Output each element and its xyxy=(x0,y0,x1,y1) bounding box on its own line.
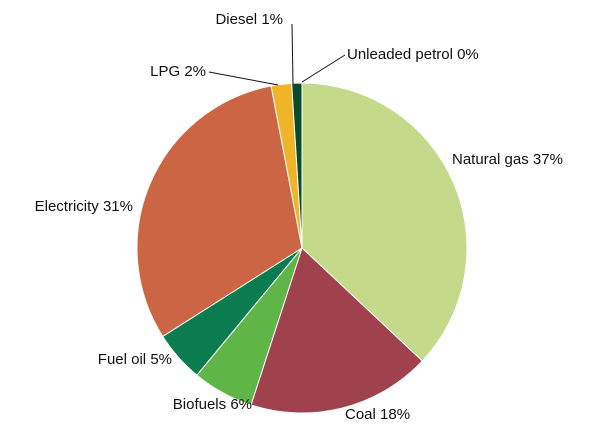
category-name: LPG xyxy=(150,63,180,80)
value-label: 6% xyxy=(230,396,252,413)
pie-slice xyxy=(250,247,423,414)
value-label: 37% xyxy=(533,151,563,168)
value-label: 1% xyxy=(261,11,283,28)
category-name: Biofuels xyxy=(173,396,226,413)
slice-label: Fuel oil 5% xyxy=(98,351,172,368)
category-name: Coal xyxy=(345,406,376,423)
slice-label: Electricity 31% xyxy=(35,198,133,215)
slice-label: Diesel 1% xyxy=(215,11,283,28)
value-label: 31% xyxy=(103,198,133,215)
category-name: Unleaded petrol xyxy=(347,46,453,63)
slice-label: Biofuels 6% xyxy=(173,396,252,413)
slice-label: Unleaded petrol 0% xyxy=(347,46,479,63)
value-label: 0% xyxy=(457,46,479,63)
leader-line xyxy=(208,71,279,86)
value-label: 2% xyxy=(184,63,206,80)
pie-slice xyxy=(136,85,303,338)
slice-label: Natural gas 37% xyxy=(452,151,563,168)
category-name: Fuel oil xyxy=(98,351,146,368)
value-label: 18% xyxy=(380,406,410,423)
slice-label: Coal 18% xyxy=(345,406,410,423)
leader-line xyxy=(291,23,294,85)
category-name: Natural gas xyxy=(452,151,529,168)
slice-label: LPG 2% xyxy=(150,63,206,80)
category-name: Electricity xyxy=(35,198,100,215)
category-name: Diesel xyxy=(215,11,257,28)
value-label: 5% xyxy=(150,351,172,368)
leader-line xyxy=(301,54,346,83)
pie-slice xyxy=(301,82,468,362)
